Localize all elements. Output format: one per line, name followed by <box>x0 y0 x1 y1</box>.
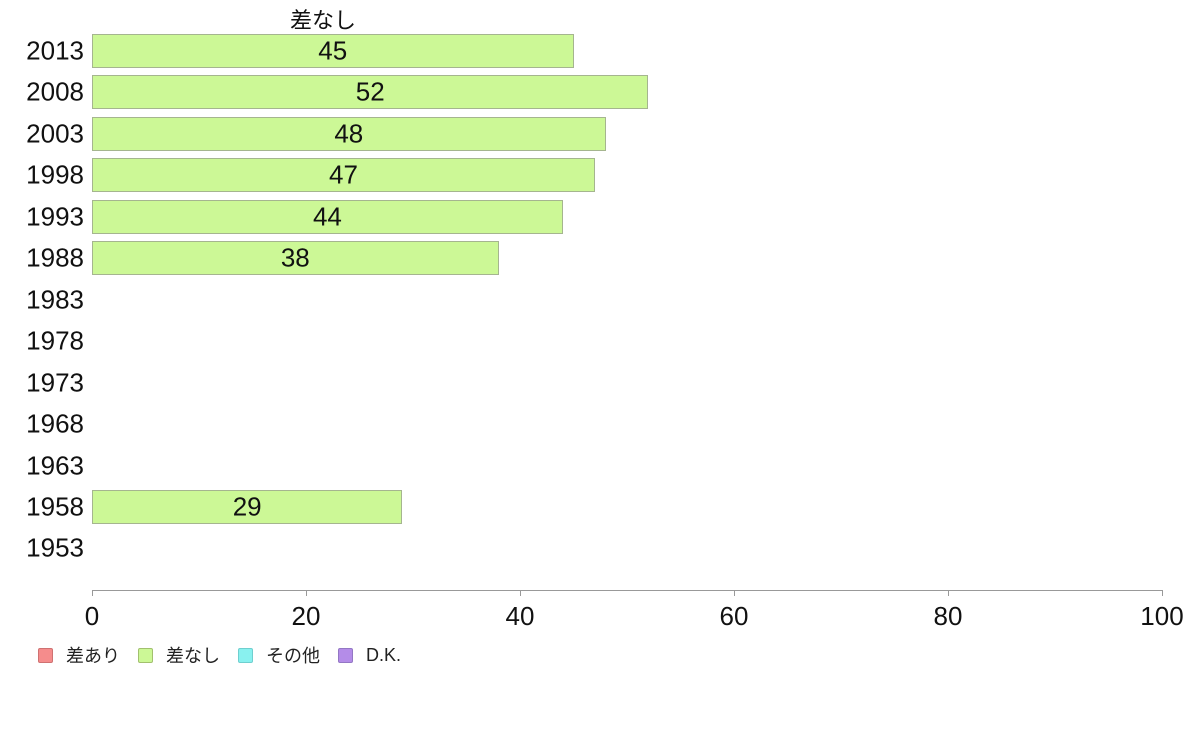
bar-value-label: 38 <box>280 242 310 273</box>
x-tick-mark <box>91 590 93 596</box>
x-tick-mark <box>305 590 307 596</box>
y-axis-label: 1953 <box>26 532 84 563</box>
y-axis-label: 1998 <box>26 159 84 190</box>
legend-swatch-icon <box>338 647 353 663</box>
bar[interactable]: 44 <box>92 199 563 234</box>
legend-item[interactable]: その他 <box>238 642 320 668</box>
x-tick-label: 60 <box>719 601 749 631</box>
legend-label: その他 <box>266 646 320 666</box>
bar-value-label: 45 <box>318 35 348 66</box>
x-tick-label: 0 <box>84 601 100 631</box>
bar[interactable]: 45 <box>92 34 574 68</box>
y-axis-label: 1988 <box>26 242 84 273</box>
y-axis-label: 1978 <box>26 325 84 356</box>
x-tick-mark <box>733 590 735 596</box>
bar[interactable]: 38 <box>92 241 499 276</box>
x-tick-label: 80 <box>933 601 963 631</box>
legend-item[interactable]: D.K. <box>338 645 401 666</box>
legend-label: 差なし <box>166 646 220 666</box>
x-tick-label: 20 <box>291 601 321 631</box>
bar[interactable]: 47 <box>92 158 595 193</box>
x-tick-label: 100 <box>1140 601 1184 631</box>
bar-value-label: 44 <box>312 201 342 232</box>
bar-value-label: 29 <box>232 491 262 522</box>
legend-swatch-icon <box>138 647 153 663</box>
legend: 差あり 差なし その他 D.K. <box>38 642 419 668</box>
y-axis-label: 1973 <box>26 367 84 398</box>
y-axis-label: 1963 <box>26 450 84 480</box>
y-axis-label: 1968 <box>26 408 84 439</box>
x-tick-mark <box>1161 590 1163 596</box>
y-axis-label: 2013 <box>26 35 84 66</box>
y-axis-label: 1983 <box>26 284 84 315</box>
legend-label: 差あり <box>66 646 120 666</box>
chart-title: 差なし <box>290 8 357 33</box>
y-axis-label: 1993 <box>26 201 84 232</box>
bar[interactable]: 52 <box>92 75 649 110</box>
y-axis-label: 2003 <box>26 118 84 149</box>
legend-label: D.K. <box>366 644 402 665</box>
x-tick-label: 40 <box>505 601 535 631</box>
x-tick-mark <box>947 590 949 596</box>
y-axis-label: 2008 <box>26 76 84 107</box>
legend-item[interactable]: 差なし <box>138 642 220 668</box>
bar-value-label: 47 <box>328 159 358 190</box>
legend-item[interactable]: 差あり <box>38 642 120 668</box>
bar-value-label: 48 <box>334 118 364 149</box>
x-axis-line <box>92 590 1162 591</box>
legend-swatch-icon <box>38 647 53 663</box>
y-axis-label: 1958 <box>26 491 84 522</box>
bar-value-label: 52 <box>355 76 385 107</box>
legend-swatch-icon <box>238 647 253 663</box>
bar[interactable]: 48 <box>92 116 606 151</box>
x-tick-mark <box>519 590 521 596</box>
bar[interactable]: 29 <box>92 489 403 524</box>
